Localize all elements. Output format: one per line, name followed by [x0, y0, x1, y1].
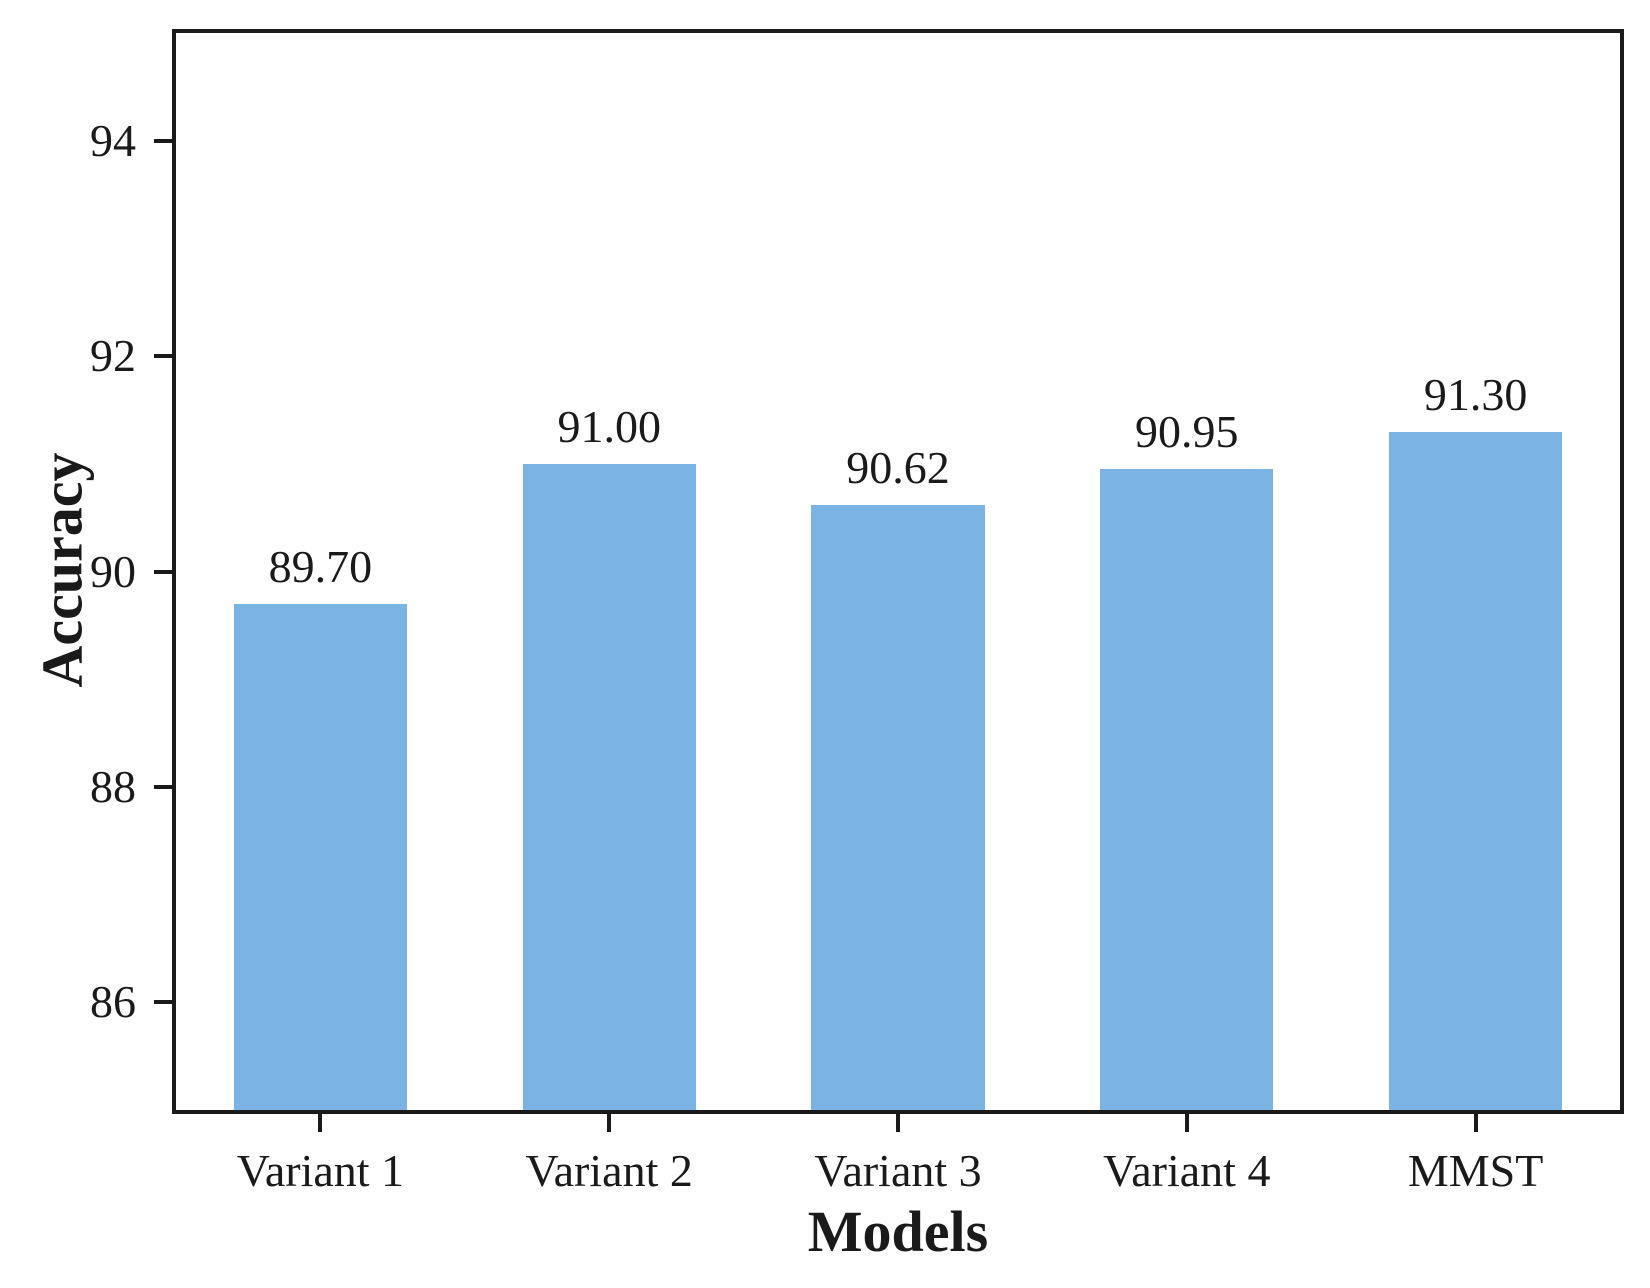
y-axis-tick — [154, 138, 172, 143]
y-axis-tick-label: 86 — [90, 976, 136, 1028]
x-axis-tick — [1184, 1114, 1189, 1132]
bar-variant-4 — [1100, 469, 1274, 1110]
bar-value-label: 91.00 — [557, 400, 661, 452]
y-axis-tick-label: 88 — [90, 760, 136, 812]
bar-value-label: 91.30 — [1423, 368, 1528, 420]
x-axis-tick — [1473, 1114, 1478, 1132]
x-axis-tick-label: Variant 4 — [1103, 1145, 1271, 1196]
x-axis-label: Models — [807, 1199, 989, 1264]
x-axis-tick-label: MMST — [1407, 1145, 1544, 1196]
y-axis-tick — [154, 1000, 172, 1005]
x-axis-tick — [318, 1114, 323, 1132]
bar-variant-1 — [233, 603, 408, 1110]
bar-variant-3 — [811, 504, 985, 1110]
x-axis-tick-label: Variant 2 — [525, 1145, 693, 1196]
plot-area: 86 88 90 92 94 89.70 Variant 1 91.00 Variant 2 90… — [90, 29, 1624, 1194]
x-axis-tick — [896, 1114, 900, 1132]
y-axis-tick-label: 90 — [90, 545, 136, 597]
y-axis-tick — [154, 784, 172, 789]
y-axis-tick — [154, 354, 172, 359]
y-axis-tick-label: 92 — [90, 330, 136, 382]
bar-value-label: 90.62 — [846, 441, 950, 493]
bar-value-label: 90.95 — [1135, 406, 1239, 458]
bar-value-label: 89.70 — [268, 540, 373, 592]
x-axis-tick-label: Variant 3 — [814, 1145, 982, 1196]
bar-variant-2 — [522, 463, 696, 1110]
x-axis-tick — [607, 1114, 612, 1132]
x-axis-tick-label: Variant 1 — [236, 1145, 405, 1196]
bar-mmst — [1388, 431, 1563, 1110]
y-axis-tick — [154, 569, 172, 574]
y-axis-tick-label: 94 — [90, 114, 136, 166]
